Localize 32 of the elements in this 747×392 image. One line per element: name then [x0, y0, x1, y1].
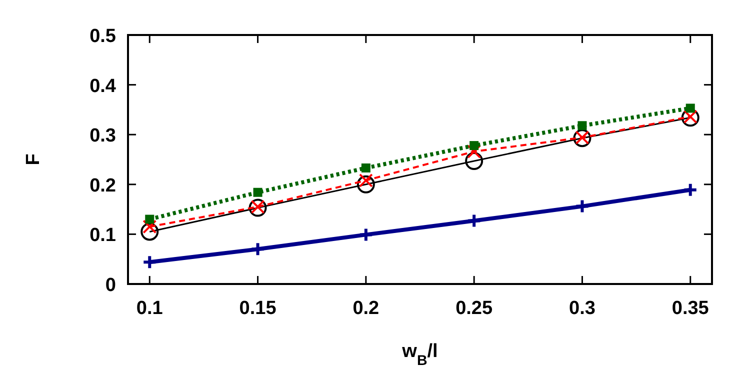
point — [467, 144, 482, 159]
x-tick-label: 0.1 — [136, 298, 164, 319]
y-axis-title: F — [23, 154, 44, 166]
point — [361, 163, 370, 172]
point — [466, 213, 482, 228]
y-tick-label: 0.4 — [90, 76, 116, 97]
x-tick-label: 0.35 — [672, 298, 710, 319]
point — [140, 222, 159, 241]
point — [681, 108, 700, 127]
x-tick-label: 0.3 — [569, 298, 596, 319]
point — [356, 175, 375, 194]
point — [686, 104, 695, 113]
y-tick-label: 0.5 — [90, 26, 116, 47]
point — [574, 198, 590, 214]
point — [470, 141, 479, 150]
point — [248, 198, 267, 217]
point — [682, 182, 698, 198]
point — [465, 152, 484, 170]
point — [145, 214, 154, 224]
y-tick-label: 0 — [105, 275, 116, 296]
point — [358, 227, 374, 242]
x-tick-label: 0.25 — [456, 298, 493, 319]
point — [142, 254, 158, 270]
point — [253, 188, 262, 197]
x-tick-label: 0.15 — [239, 298, 277, 319]
y-tick-label: 0.3 — [90, 126, 116, 147]
y-tick-label: 0.2 — [90, 175, 116, 196]
x-tick-label: 0.2 — [352, 298, 380, 319]
y-tick-label: 0.1 — [90, 225, 116, 246]
point — [578, 121, 587, 130]
x-axis-title: w$_{B}$/l — [401, 341, 438, 369]
point — [250, 242, 266, 257]
